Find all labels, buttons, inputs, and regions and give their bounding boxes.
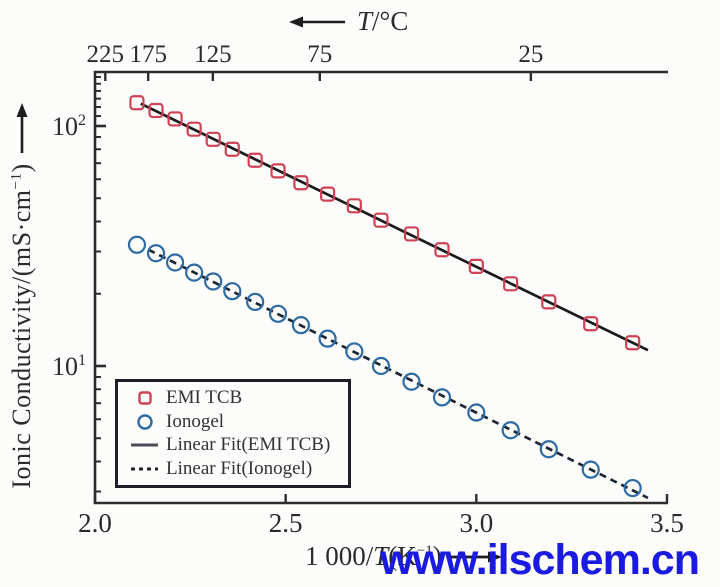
top-axis-title: T/°C bbox=[289, 6, 408, 37]
legend-label: Linear Fit(EMI TCB) bbox=[166, 434, 331, 456]
data-point-square bbox=[293, 175, 309, 191]
data-point-square bbox=[167, 111, 183, 127]
top-tick-label: 125 bbox=[194, 41, 232, 68]
ionogel-fit-line bbox=[147, 248, 649, 500]
data-point-circle bbox=[127, 235, 147, 254]
y-axis-ticks: 101 102 bbox=[52, 76, 106, 493]
legend-label: Ionogel bbox=[166, 410, 225, 432]
data-point-circle bbox=[345, 342, 364, 361]
data-point-square bbox=[129, 95, 145, 111]
legend-entry-linear-fit-emi-tcb-: Linear Fit(EMI TCB) bbox=[124, 434, 342, 458]
legend-entry-emi-tcb: EMI TCB bbox=[124, 386, 342, 410]
data-point-circle bbox=[223, 282, 242, 301]
square-icon bbox=[124, 390, 166, 406]
data-point-square bbox=[186, 121, 202, 137]
data-point-square bbox=[270, 163, 286, 179]
data-point-circle bbox=[402, 372, 421, 391]
y-axis-title: Ionic Conductivity/(mS·cm−1) bbox=[4, 90, 40, 502]
dashed-line-icon bbox=[124, 461, 166, 477]
data-point-circle bbox=[204, 272, 223, 291]
data-point-square bbox=[247, 152, 263, 168]
data-point-circle bbox=[268, 304, 288, 323]
legend-entry-ionogel: Ionogel bbox=[124, 410, 342, 434]
data-point-square bbox=[434, 242, 450, 258]
data-point-circle bbox=[432, 388, 452, 407]
data-point-square bbox=[403, 226, 420, 242]
data-point-square bbox=[541, 294, 557, 310]
emi-tcb-points bbox=[129, 95, 641, 351]
x-axis-ticks: 2.0 2.5 3.0 3.5 bbox=[78, 494, 684, 538]
emi-tcb-fit-line bbox=[140, 102, 649, 352]
data-point-circle bbox=[467, 403, 486, 422]
left-arrow-icon bbox=[289, 16, 345, 27]
data-point-square bbox=[205, 131, 221, 147]
data-point-square bbox=[583, 316, 599, 332]
data-point-circle bbox=[539, 440, 558, 459]
legend-entry-linear-fit-ionogel-: Linear Fit(Ionogel) bbox=[124, 457, 342, 481]
top-tick-label: 175 bbox=[129, 41, 167, 68]
up-arrow-icon bbox=[16, 103, 28, 154]
data-point-square bbox=[625, 335, 641, 351]
data-point-circle bbox=[623, 478, 642, 498]
y-tick-label: 101 bbox=[52, 352, 86, 381]
x-axis-title: 1 000/T(K−1) bbox=[305, 541, 502, 572]
axes-frame bbox=[93, 70, 668, 505]
data-point-circle bbox=[165, 253, 185, 272]
top-tick-label: 75 bbox=[307, 41, 332, 68]
y-axis-title-text: Ionic Conductivity/(mS·cm−1) bbox=[7, 163, 36, 489]
data-point-square bbox=[503, 276, 519, 292]
data-point-circle bbox=[318, 329, 337, 348]
data-point-circle bbox=[185, 263, 204, 282]
x-tick-label: 3.0 bbox=[459, 508, 493, 538]
y-tick-label: 102 bbox=[52, 112, 86, 141]
data-point-circle bbox=[291, 316, 311, 335]
top-axis-title-text: T/°C bbox=[357, 6, 409, 36]
data-point-square bbox=[224, 141, 240, 157]
data-point-square bbox=[148, 102, 164, 119]
data-point-circle bbox=[146, 244, 166, 263]
legend-label: Linear Fit(Ionogel) bbox=[166, 458, 313, 480]
data-point-square bbox=[346, 198, 362, 214]
solid-line-icon bbox=[124, 437, 166, 453]
right-arrow-icon bbox=[449, 551, 502, 562]
top-tick-label: 25 bbox=[518, 41, 543, 68]
x-tick-label: 3.5 bbox=[650, 508, 684, 538]
circle-icon bbox=[124, 413, 166, 430]
data-point-circle bbox=[501, 421, 520, 440]
legend-box: EMI TCB Ionogel Linear Fit(EMI TCB) Linear … bbox=[115, 379, 351, 488]
x-tick-label: 2.0 bbox=[78, 508, 112, 538]
data-point-circle bbox=[246, 292, 265, 311]
data-point-square bbox=[373, 212, 389, 228]
legend-label: EMI TCB bbox=[166, 386, 243, 408]
top-axis-ticks: 225 175 125 75 25 bbox=[87, 41, 543, 81]
data-point-square bbox=[468, 258, 484, 275]
x-axis-title-text: 1 000/T(K−1) bbox=[305, 541, 442, 571]
watermark: www.ilschem.cn bbox=[380, 536, 700, 584]
top-tick-label: 225 bbox=[87, 41, 125, 68]
data-point-circle bbox=[581, 460, 600, 479]
data-point-square bbox=[320, 186, 336, 202]
x-tick-label: 2.5 bbox=[269, 508, 303, 538]
ionogel-points bbox=[127, 235, 642, 498]
data-point-circle bbox=[371, 356, 391, 376]
